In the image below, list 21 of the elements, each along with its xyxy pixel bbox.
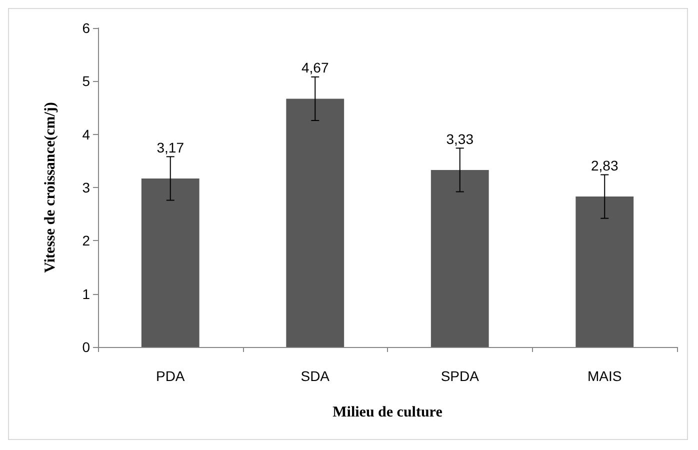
y-axis-title: Vitesse de croissance(cm/j) bbox=[42, 102, 58, 273]
bar bbox=[430, 170, 489, 347]
y-tick-label: 0 bbox=[82, 339, 90, 355]
x-axis-title: Milieu de culture bbox=[332, 404, 443, 420]
data-label: 3,33 bbox=[446, 130, 474, 147]
bar bbox=[286, 98, 344, 347]
y-tick-label: 5 bbox=[82, 73, 90, 90]
x-tick-label: PDA bbox=[156, 368, 186, 384]
data-label: 2,83 bbox=[591, 158, 618, 174]
x-tick-label: MAIS bbox=[588, 368, 622, 384]
data-label: 3,17 bbox=[156, 139, 184, 156]
y-tick-label: 2 bbox=[82, 232, 90, 249]
y-tick-label: 1 bbox=[82, 286, 90, 302]
y-tick-label: 3 bbox=[82, 180, 90, 196]
x-tick-label: SDA bbox=[300, 368, 330, 384]
bar bbox=[576, 196, 634, 347]
data-label: 4,67 bbox=[302, 60, 329, 76]
y-tick-label: 4 bbox=[82, 126, 90, 142]
bar bbox=[141, 178, 200, 347]
x-tick-label: SPDA bbox=[440, 368, 480, 384]
y-tick-label: 6 bbox=[82, 20, 90, 36]
